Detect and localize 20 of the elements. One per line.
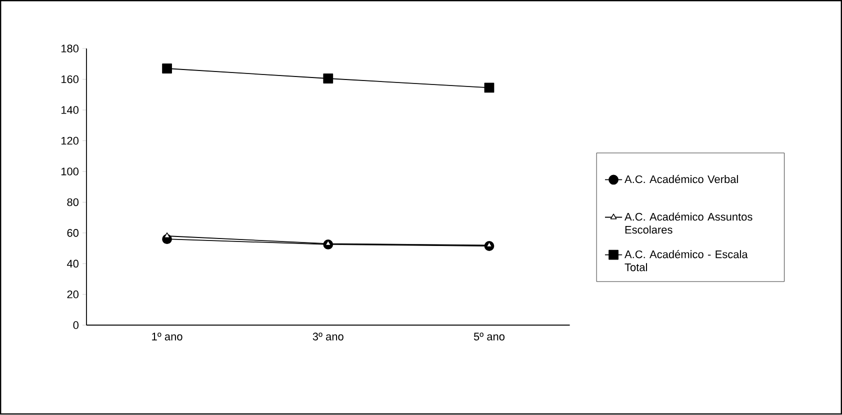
y-tick-label: 60 bbox=[67, 229, 79, 238]
point bbox=[323, 74, 334, 84]
y-tick-label: 80 bbox=[67, 198, 79, 206]
point bbox=[164, 232, 170, 238]
legend-label: A.C. Académico Verbal bbox=[624, 175, 738, 184]
y-tick-label: 160 bbox=[61, 76, 79, 84]
legend-label: A.C. Académico Assuntos Escolares bbox=[624, 212, 752, 234]
y-tick-label: 100 bbox=[61, 168, 79, 176]
y-tick-label: 120 bbox=[61, 137, 79, 145]
point bbox=[162, 64, 172, 74]
x-tick-label: 1º ano bbox=[152, 332, 182, 341]
y-tick-label: 40 bbox=[66, 260, 79, 268]
y-tick-label: 20 bbox=[67, 290, 79, 298]
y-tick-label: 0 bbox=[73, 321, 79, 330]
y-tick-label: 180 bbox=[61, 44, 79, 53]
x-tick-label: 5º ano bbox=[474, 332, 504, 341]
legend-label: A.C. Académico - Escala Total bbox=[624, 250, 748, 272]
point bbox=[484, 82, 494, 93]
y-tick-label: 140 bbox=[61, 106, 79, 114]
x-tick-label: 3º ano bbox=[312, 332, 344, 341]
